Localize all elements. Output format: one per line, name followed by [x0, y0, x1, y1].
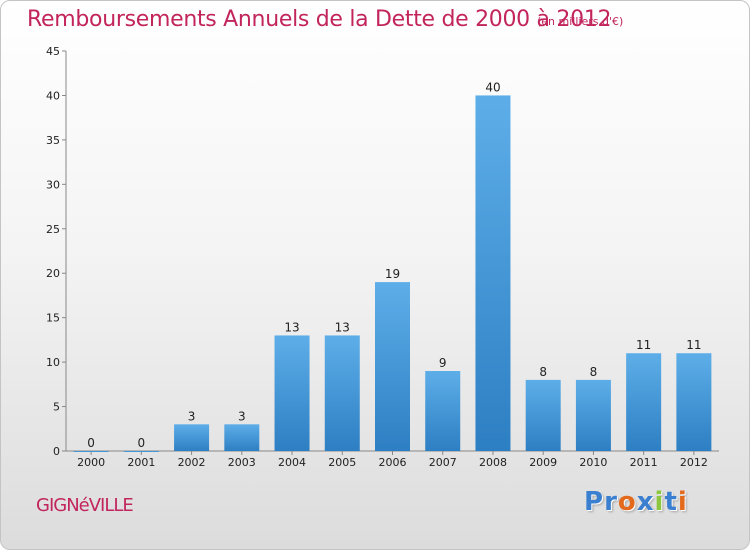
data-label-2009: 8: [539, 365, 547, 379]
x-tick-label: 2012: [680, 456, 708, 469]
x-tick-label: 2007: [429, 456, 457, 469]
data-label-2004: 13: [284, 320, 299, 334]
x-tick-label: 2011: [630, 456, 658, 469]
x-tick-label: 2004: [278, 456, 306, 469]
y-tick-label: 0: [53, 445, 60, 458]
bar-2004: [274, 335, 310, 451]
x-axis: 2000 2001 2002 2003 2004 2005 2006 2007 2008 2009…: [66, 450, 719, 469]
x-tick-label: 2005: [328, 456, 356, 469]
data-label-2012: 11: [686, 338, 701, 352]
x-tick-label: 2006: [379, 456, 407, 469]
x-tick-label: 2010: [579, 456, 607, 469]
y-axis: 0 5 10 15 20 25 30 35 40 45: [46, 45, 67, 458]
y-tick-label: 10: [46, 356, 60, 369]
x-tick-label: 2003: [228, 456, 256, 469]
logo-letter: i: [654, 487, 665, 517]
data-label-2000: 0: [87, 436, 95, 450]
bar-2003: [224, 424, 260, 451]
bar-2012: [676, 353, 712, 451]
y-tick-label: 35: [46, 134, 60, 147]
y-tick-label: 25: [46, 223, 60, 236]
bars: [73, 95, 712, 452]
bar-2010: [575, 379, 611, 451]
logo-letter: t: [664, 487, 678, 517]
bar-2001: [123, 451, 159, 452]
data-label-2007: 9: [439, 356, 447, 370]
y-tick-label: 40: [46, 89, 60, 102]
bar-2006: [375, 282, 410, 451]
bar-2007: [425, 371, 461, 451]
chart-subtitle: (en milliers d'€): [537, 15, 624, 28]
data-label-2010: 8: [590, 365, 598, 379]
x-tick-label: 2002: [178, 456, 206, 469]
x-tick-label: 2000: [77, 456, 105, 469]
proxiti-logo: Proxiti: [584, 487, 688, 517]
y-tick-label: 15: [46, 312, 60, 325]
bar-2000: [73, 451, 109, 452]
bar-2008: [475, 95, 511, 451]
x-tick-label: 2009: [529, 456, 557, 469]
data-label-2005: 13: [335, 320, 350, 334]
logo-letter: P: [584, 487, 605, 517]
data-label-2011: 11: [636, 338, 651, 352]
y-tick-label: 45: [46, 45, 60, 58]
logo-letter: x: [636, 487, 655, 517]
x-tick-label: 2001: [127, 456, 155, 469]
data-label-2002: 3: [188, 409, 196, 423]
data-label-2008: 40: [485, 80, 500, 94]
chart-title: Remboursements Annuels de la Dette de 20…: [27, 7, 612, 32]
y-tick-label: 5: [53, 401, 60, 414]
data-label-2003: 3: [238, 409, 246, 423]
logo-letter: r: [604, 487, 618, 517]
data-label-2006: 19: [385, 267, 400, 281]
x-tick-label: 2008: [479, 456, 507, 469]
logo-letter: o: [617, 487, 637, 517]
commune-name: GIGNéVILLE: [36, 495, 134, 516]
data-labels: 0 0 3 3 13 13 19 9 40 8 8 11 11: [87, 80, 701, 450]
bar-2011: [626, 353, 662, 451]
y-tick-label: 30: [46, 178, 60, 191]
logo-letter: i: [677, 487, 688, 517]
bar-2009: [525, 379, 561, 451]
bar-2005: [324, 335, 360, 451]
y-tick-label: 20: [46, 267, 60, 280]
data-label-2001: 0: [138, 436, 146, 450]
bar-2002: [174, 424, 210, 451]
